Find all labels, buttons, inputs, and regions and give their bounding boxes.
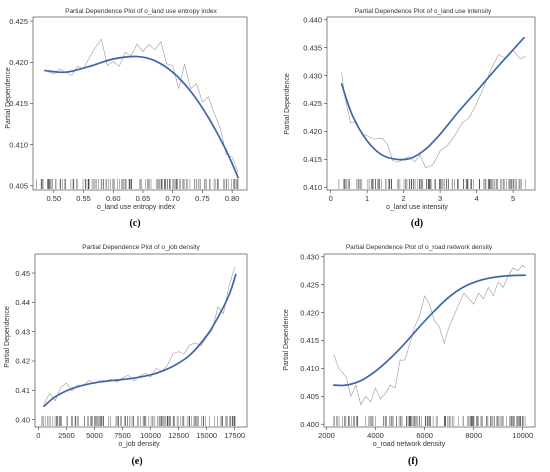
- xtick-label: 12500: [168, 431, 189, 440]
- xtick-label: 10000: [512, 431, 533, 440]
- xtick-label: 6000: [416, 431, 433, 440]
- raw-dependence-line: [44, 38, 239, 173]
- xtick-label: 0.75: [195, 194, 210, 203]
- panel-d-rug: [338, 179, 526, 189]
- ytick-label: 0.44: [15, 298, 30, 307]
- panel-f-yticks: 0.400 0.405 0.410 0.415 0.420 0.425 0.430: [300, 252, 324, 429]
- xtick-label: 10000: [140, 431, 161, 440]
- xtick-label: 0.70: [165, 194, 180, 203]
- panel-e: Partial Dependence Plot of o_job density…: [4, 244, 248, 467]
- smoothed-dependence-curve: [44, 55, 239, 179]
- ytick-label: 0.420: [303, 127, 322, 136]
- panel-e-frame: [34, 253, 248, 428]
- ytick-label: 0.420: [300, 308, 319, 317]
- ytick-label: 0.43: [15, 327, 30, 336]
- raw-dependence-line: [341, 50, 527, 169]
- panel-f-ylabel: Partial Dependence: [283, 309, 290, 371]
- panel-e-xticks: 0 2500 5000 7500 10000 12500 15000 17500: [36, 427, 245, 440]
- panel-d-xticks: 0 1 2 3 4 5: [329, 190, 515, 203]
- ytick-label: 0.40: [15, 415, 30, 424]
- xtick-label: 5: [511, 194, 515, 203]
- ytick-label: 0.415: [300, 336, 319, 345]
- xtick-label: 4000: [367, 431, 384, 440]
- xtick-label: 0.65: [136, 194, 151, 203]
- xtick-label: 8000: [465, 431, 482, 440]
- panel-d-title: Partial Dependence Plot of o_land use in…: [355, 8, 492, 15]
- xtick-label: 0: [329, 194, 333, 203]
- xtick-label: 2500: [58, 431, 75, 440]
- ytick-label: 0.45: [15, 269, 30, 278]
- panel-c-xlabel: o_land use entropy index: [97, 204, 176, 211]
- panel-f: Partial Dependence Plot of o_road networ…: [283, 244, 536, 467]
- ytick-label: 0.410: [303, 183, 322, 192]
- ytick-label: 0.42: [15, 357, 30, 366]
- panel-c-xticks: 0.50 0.55 0.60 0.65 0.70 0.75 0.80: [47, 190, 240, 203]
- xtick-label: 0.80: [225, 194, 240, 203]
- panel-e-ylabel: Partial Dependence: [4, 306, 11, 368]
- xtick-label: 4: [475, 194, 479, 203]
- xtick-label: 0.50: [47, 194, 62, 203]
- panel-d-lines: [340, 36, 527, 169]
- xtick-label: 1: [365, 194, 369, 203]
- panel-f-caption: (f): [408, 456, 418, 467]
- panel-f-lines: [332, 264, 527, 406]
- ytick-label: 0.430: [300, 252, 319, 261]
- ytick-label: 0.400: [300, 420, 319, 429]
- panel-c-rug: [36, 179, 239, 189]
- panel-e-lines: [43, 267, 237, 408]
- xtick-label: 0: [36, 431, 40, 440]
- ytick-label: 0.410: [9, 140, 28, 149]
- panel-f-xlabel: o_road network density: [373, 441, 446, 448]
- ytick-label: 0.410: [300, 364, 319, 373]
- smoothed-dependence-curve: [332, 274, 527, 387]
- panel-e-yticks: 0.40 0.41 0.42 0.43 0.44 0.45: [15, 269, 35, 424]
- panel-d-caption: (d): [411, 218, 423, 229]
- panel-e-plot-frame: [34, 253, 248, 428]
- ytick-label: 0.405: [9, 182, 28, 191]
- xtick-label: 5000: [86, 431, 103, 440]
- smoothed-dependence-curve: [340, 36, 525, 161]
- xtick-label: 7500: [114, 431, 131, 440]
- panel-d: Partial Dependence Plot of o_land use in…: [284, 8, 536, 229]
- panel-e-xlabel: o_job density: [118, 441, 160, 448]
- panel-c-yticks: 0.405 0.410 0.415 0.420 0.425: [9, 17, 33, 191]
- smoothed-dependence-curve: [43, 273, 237, 408]
- ytick-label: 0.425: [300, 280, 319, 289]
- ytick-label: 0.440: [303, 15, 322, 24]
- xtick-label: 0.55: [76, 194, 91, 203]
- panel-c-title: Partial Dependence Plot of o_land use en…: [65, 8, 218, 15]
- ytick-label: 0.435: [303, 43, 322, 52]
- panel-f-rug: [333, 416, 526, 426]
- ytick-label: 0.420: [9, 58, 28, 67]
- ytick-label: 0.415: [303, 155, 322, 164]
- panel-c-ylabel: Partial Dependence: [5, 67, 12, 129]
- xtick-label: 17500: [224, 431, 245, 440]
- xtick-label: 15000: [196, 431, 217, 440]
- ytick-label: 0.425: [303, 99, 322, 108]
- ytick-label: 0.405: [300, 392, 319, 401]
- ytick-label: 0.415: [9, 99, 28, 108]
- panel-e-title: Partial Dependence Plot of o_job density: [82, 244, 200, 251]
- panel-e-caption: (e): [131, 456, 142, 467]
- ytick-label: 0.41: [15, 386, 30, 395]
- panel-f-xticks: 2000 4000 6000 8000 10000: [318, 427, 533, 440]
- xtick-label: 0.60: [106, 194, 121, 203]
- panel-c-lines: [44, 38, 239, 179]
- panel-f-title: Partial Dependence Plot of o_road networ…: [346, 244, 493, 251]
- ytick-label: 0.425: [9, 17, 28, 26]
- ytick-label: 0.430: [303, 71, 322, 80]
- xtick-label: 2000: [318, 431, 335, 440]
- xtick-label: 2: [402, 194, 406, 203]
- panel-e-rug: [41, 416, 236, 426]
- panel-d-ylabel: Partial Dependence: [284, 73, 291, 135]
- xtick-label: 3: [438, 194, 442, 203]
- panel-d-xlabel: o_land use intensity: [386, 204, 448, 211]
- panel-c: Partial Dependence Plot of o_land use en…: [5, 8, 248, 229]
- panel-c-caption: (c): [129, 218, 140, 229]
- panel-d-yticks: 0.410 0.415 0.420 0.425 0.430 0.435 0.440: [303, 15, 327, 192]
